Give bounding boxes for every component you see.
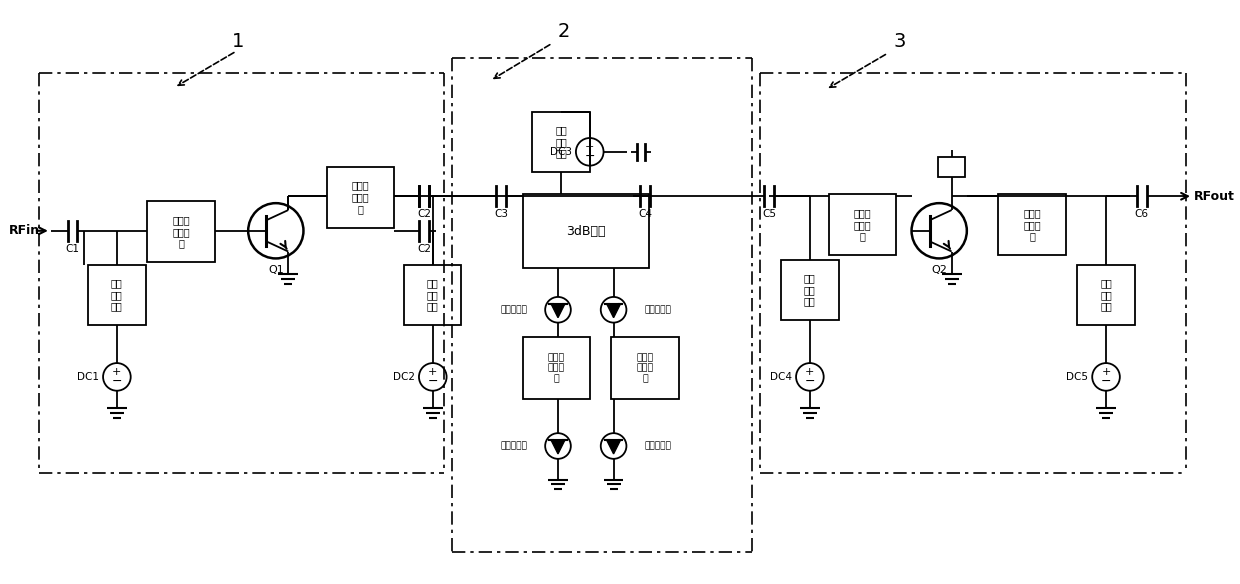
Text: −: − — [1101, 376, 1111, 388]
Text: DC4: DC4 — [770, 372, 792, 382]
Text: 第六匹
配微带
线: 第六匹 配微带 线 — [1023, 208, 1040, 241]
Text: RFout: RFout — [1194, 190, 1235, 203]
Text: C2: C2 — [417, 244, 430, 253]
Polygon shape — [551, 440, 565, 454]
Bar — [88, 265, 145, 325]
Text: 变容二极管: 变容二极管 — [645, 442, 671, 450]
Bar — [522, 194, 649, 268]
Bar — [998, 194, 1065, 255]
Text: +: + — [112, 367, 122, 377]
Text: 3: 3 — [894, 32, 906, 51]
Text: DC5: DC5 — [1066, 372, 1089, 382]
Text: C1: C1 — [66, 244, 79, 253]
Bar — [404, 265, 461, 325]
Text: −: − — [428, 376, 438, 388]
Text: 3dB电桥: 3dB电桥 — [565, 225, 605, 238]
Polygon shape — [606, 440, 620, 454]
Bar — [937, 157, 966, 176]
Text: 第五
偏置
电路: 第五 偏置 电路 — [1100, 279, 1112, 311]
Text: +: + — [805, 367, 815, 377]
Text: 第一
偏置
电路: 第一 偏置 电路 — [112, 279, 123, 311]
Text: 第一匹
配微带
线: 第一匹 配微带 线 — [172, 215, 190, 248]
Text: 第二
偏置
电路: 第二 偏置 电路 — [427, 279, 439, 311]
Text: 变容二极管: 变容二极管 — [500, 442, 527, 450]
Polygon shape — [551, 304, 565, 318]
Text: 第三匹
配微带
线: 第三匹 配微带 线 — [548, 353, 564, 383]
Text: Q1: Q1 — [268, 265, 284, 275]
Text: +: + — [585, 142, 594, 152]
Text: 变容二极管: 变容二极管 — [645, 305, 671, 314]
Text: 第五匹
配微带
线: 第五匹 配微带 线 — [853, 208, 870, 241]
Text: 第三
偏置
电路: 第三 偏置 电路 — [556, 126, 567, 158]
Text: 第四
偏置
电路: 第四 偏置 电路 — [804, 273, 816, 307]
Bar — [532, 112, 590, 172]
Bar — [327, 166, 394, 228]
Text: DC3: DC3 — [551, 147, 572, 157]
Bar — [781, 260, 838, 319]
Bar — [1078, 265, 1135, 325]
Bar — [148, 201, 215, 262]
Text: 变容二极管: 变容二极管 — [500, 305, 527, 314]
Text: C6: C6 — [1135, 209, 1148, 219]
Text: DC1: DC1 — [77, 372, 99, 382]
Text: −: − — [584, 150, 595, 164]
Text: C3: C3 — [494, 209, 508, 219]
Polygon shape — [606, 304, 620, 318]
Bar — [522, 338, 590, 399]
Bar — [828, 194, 895, 255]
Text: RFin: RFin — [9, 224, 41, 237]
Text: +: + — [428, 367, 438, 377]
Text: 2: 2 — [558, 22, 570, 41]
Text: 第二匹
配微带
线: 第二匹 配微带 线 — [352, 180, 370, 214]
Bar — [611, 338, 678, 399]
Text: 1: 1 — [232, 32, 244, 51]
Text: C4: C4 — [639, 209, 652, 219]
Text: +: + — [1101, 367, 1111, 377]
Text: −: − — [112, 376, 122, 388]
Text: Q2: Q2 — [931, 265, 947, 275]
Text: −: − — [805, 376, 815, 388]
Text: DC2: DC2 — [393, 372, 415, 382]
Text: C5: C5 — [763, 209, 776, 219]
Text: C2: C2 — [417, 209, 430, 219]
Text: 第四匹
配微带
线: 第四匹 配微带 线 — [636, 353, 653, 383]
